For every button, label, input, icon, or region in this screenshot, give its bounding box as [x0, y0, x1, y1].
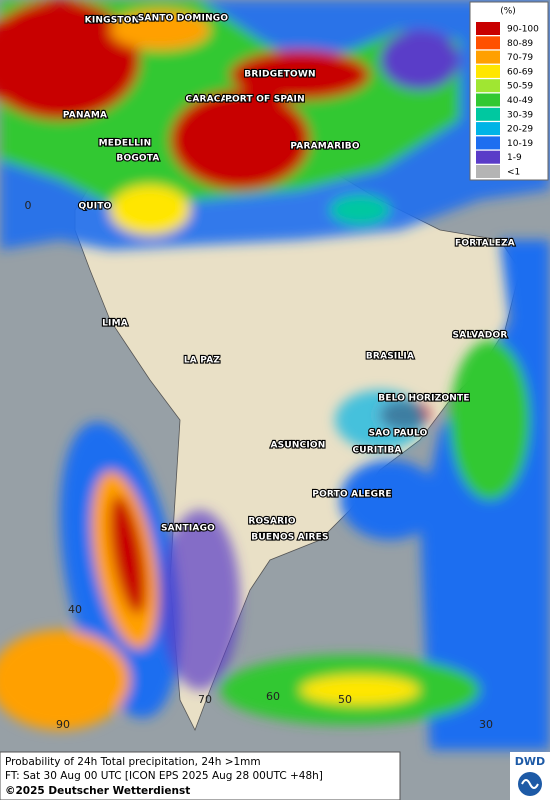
- legend-swatch: [476, 150, 500, 164]
- legend-label: 40-49: [507, 96, 533, 106]
- footer-line: FT: Sat 30 Aug 00 UTC [ICON EPS 2025 Aug…: [5, 770, 323, 782]
- city-label: ASUNCION: [270, 441, 325, 451]
- legend-swatch: [476, 36, 500, 50]
- legend-label: <1: [507, 168, 520, 178]
- city-label: PORT OF SPAIN: [225, 95, 305, 105]
- footer-box: [0, 751, 401, 801]
- city-label: FORTALEZA: [455, 239, 515, 249]
- grid-label: 90: [56, 718, 70, 731]
- city-label: QUITO: [78, 202, 111, 212]
- grid-label: 50: [338, 693, 352, 706]
- city-label: BUENOS AIRES: [251, 533, 328, 543]
- city-label: KINGSTON: [85, 16, 140, 26]
- logo-wave: [521, 779, 539, 789]
- city-label: SALVADOR: [453, 331, 508, 341]
- grid-label: 40: [68, 603, 82, 616]
- city-label: BRIDGETOWN: [244, 70, 315, 80]
- logo-text: DWD: [515, 755, 545, 768]
- city-label: PARAMARIBO: [290, 142, 359, 152]
- city-label: MEDELLIN: [99, 139, 152, 149]
- legend-label: 60-69: [507, 67, 533, 77]
- legend-label: 70-79: [507, 53, 533, 63]
- legend-swatch: [476, 136, 500, 150]
- legend-swatch: [476, 107, 500, 121]
- legend-label: 80-89: [507, 39, 533, 49]
- legend-label: 20-29: [507, 125, 533, 135]
- grid-label: 0: [25, 199, 32, 212]
- legend-swatch: [476, 64, 500, 78]
- legend-label: 50-59: [507, 82, 533, 92]
- city-label: SAO PAULO: [369, 429, 428, 439]
- city-label: SANTIAGO: [161, 524, 215, 534]
- legend: (%) 90-100 80-89 70-79 60-69 50-59 40-49 30-39…: [469, 1, 549, 181]
- legend-label: 1-9: [507, 153, 522, 163]
- city-label: CARACAS: [186, 95, 235, 105]
- grid-label: 70: [198, 693, 212, 706]
- legend-title: (%): [500, 7, 516, 17]
- city-label: PANAMA: [63, 111, 107, 121]
- city-label: CURITIBA: [352, 446, 401, 456]
- legend-label: 30-39: [507, 110, 533, 120]
- legend-label: 10-19: [507, 139, 533, 149]
- footer-line: Probability of 24h Total precipitation, …: [5, 756, 261, 768]
- city-label: BOGOTA: [116, 154, 159, 164]
- city-label: SANTO DOMINGO: [138, 14, 229, 24]
- city-label: PORTO ALEGRE: [312, 490, 391, 500]
- legend-items: 90-100 80-89 70-79 60-69 50-59 40-49 30-39 20-2…: [476, 22, 539, 178]
- legend-swatch: [476, 93, 500, 107]
- city-label: BELO HORIZONTE: [378, 394, 469, 404]
- city-label: BRASILIA: [366, 352, 414, 362]
- precipitation: [0, 0, 550, 750]
- legend-label: 90-100: [507, 25, 539, 35]
- city-label: ROSARIO: [248, 517, 296, 527]
- legend-swatch: [476, 50, 500, 64]
- city-label: LIMA: [102, 319, 128, 329]
- grid-label: 30: [479, 718, 493, 731]
- grid-label: 60: [266, 690, 280, 703]
- city-label: LA PAZ: [184, 356, 221, 366]
- copyright: ©2025 Deutscher Wetterdienst: [5, 785, 190, 797]
- grid-labels: 0 40 90 70 60 50 30: [25, 199, 494, 731]
- legend-swatch: [476, 79, 500, 93]
- legend-swatch: [476, 165, 500, 178]
- legend-swatch: [476, 22, 500, 35]
- legend-swatch: [476, 122, 500, 136]
